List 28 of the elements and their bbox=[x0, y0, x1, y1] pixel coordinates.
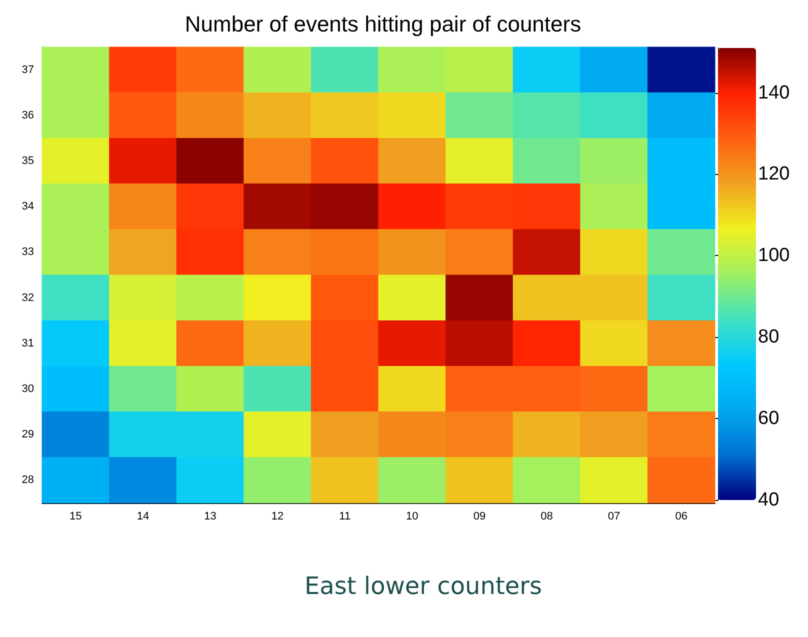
y-tick-label: 36 bbox=[22, 109, 34, 122]
y-tick-label: 37 bbox=[22, 64, 34, 76]
x-tick-label: 12 bbox=[271, 510, 284, 522]
y-tick-label: 30 bbox=[22, 383, 34, 395]
x-tick-label: 10 bbox=[406, 510, 418, 522]
y-tick-label: 33 bbox=[22, 246, 34, 258]
color-bar-label: 80 bbox=[758, 326, 780, 348]
x-tick-label: 11 bbox=[339, 510, 351, 522]
x-tick-label: 13 bbox=[204, 510, 216, 522]
y-tick-label: 29 bbox=[22, 428, 34, 441]
x-tick-label: 08 bbox=[540, 510, 553, 522]
x-axis-title: East lower counters bbox=[304, 572, 542, 600]
x-tick-label: 15 bbox=[70, 510, 82, 522]
x-tick-label: 07 bbox=[608, 510, 620, 522]
color-bar-label: 40 bbox=[758, 490, 780, 510]
color-bar-label: 120 bbox=[758, 164, 790, 185]
color-bar-label: 60 bbox=[758, 408, 780, 430]
x-tick-label: 09 bbox=[473, 510, 486, 522]
y-tick-label: 32 bbox=[22, 292, 34, 304]
color-bar-label: 100 bbox=[758, 245, 790, 266]
y-tick-label: 28 bbox=[22, 474, 34, 486]
y-tick-label: 34 bbox=[22, 200, 34, 213]
x-tick-label: 06 bbox=[675, 510, 688, 522]
x-tick-label: 14 bbox=[136, 510, 150, 522]
color-bar-label: 140 bbox=[758, 82, 790, 104]
y-tick-label: 31 bbox=[22, 337, 34, 350]
chart-title: Number of events hitting pair of counters bbox=[184, 12, 582, 36]
y-tick-label: 35 bbox=[22, 155, 34, 167]
